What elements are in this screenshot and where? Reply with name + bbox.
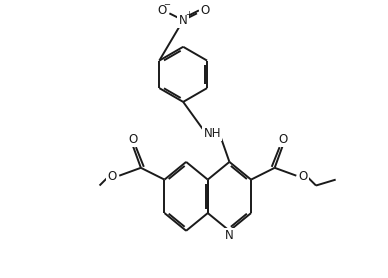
- Text: +: +: [185, 10, 192, 19]
- Text: O: O: [108, 170, 117, 183]
- Text: O: O: [299, 170, 308, 183]
- Text: N: N: [225, 229, 234, 242]
- Text: NH: NH: [203, 126, 221, 140]
- Text: −: −: [163, 0, 170, 9]
- Text: O: O: [157, 4, 166, 17]
- Text: N: N: [179, 14, 187, 27]
- Text: O: O: [200, 4, 210, 17]
- Text: O: O: [278, 133, 287, 146]
- Text: O: O: [128, 133, 138, 146]
